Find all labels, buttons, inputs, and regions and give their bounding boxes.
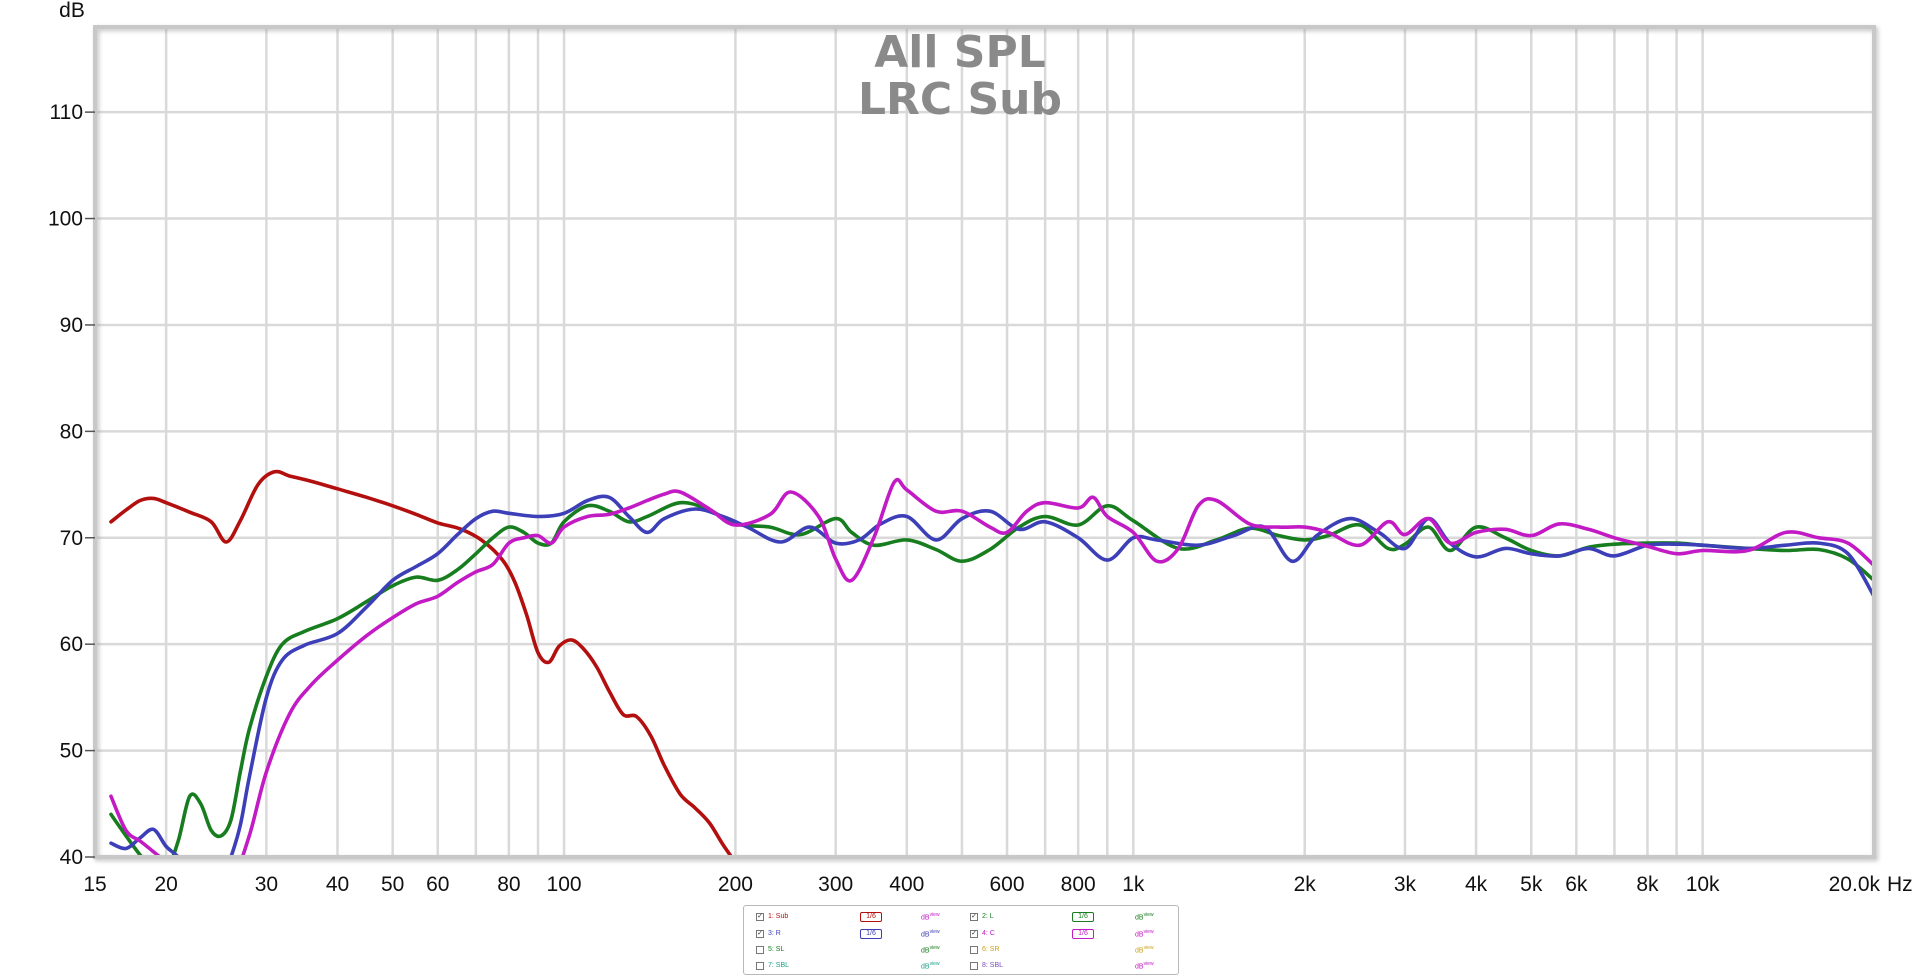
legend-label: 7: SBL — [768, 962, 790, 969]
legend-item-5-sl[interactable]: 5: SL — [756, 942, 784, 957]
legend-db-label: dB — [1135, 914, 1144, 922]
x-tick-label: 300 — [818, 873, 853, 896]
x-tick-label: 800 — [1061, 873, 1096, 896]
x-tick-label: 50 — [381, 873, 404, 896]
legend-label: 3: R — [768, 930, 781, 937]
legend-label: 6: SR — [982, 946, 1000, 953]
x-tick-label: 200 — [718, 873, 753, 896]
series-line-3-r — [109, 494, 1874, 857]
legend-db-view-button[interactable]: dBview — [921, 961, 940, 970]
x-tick-label: 10k — [1686, 873, 1720, 896]
legend-db-view-button[interactable]: dBview — [1135, 912, 1154, 921]
legend-smoothing-button[interactable]: 1/6 — [1072, 929, 1094, 939]
x-tick-label: 6k — [1565, 873, 1588, 896]
legend-item-3-r[interactable]: ✓ 3: R — [756, 926, 781, 941]
plot-area — [95, 27, 1874, 857]
legend-db-sub-label: view — [929, 912, 940, 918]
x-tick-label: 5k — [1520, 873, 1543, 896]
x-tick-label: 20.0k — [1829, 873, 1881, 896]
legend-db-label: dB — [921, 914, 930, 922]
series-line-2-l — [109, 500, 1874, 857]
legend-item-8-sbl[interactable]: 8: SBL — [970, 958, 1003, 973]
legend-item-2-l[interactable]: ✓ 2: L — [970, 909, 994, 924]
legend-label: 8: SBL — [982, 962, 1004, 969]
legend-db-label: dB — [921, 963, 930, 971]
series-line-4-c — [109, 477, 1874, 857]
grid-lines — [93, 27, 1876, 859]
legend-db-view-button[interactable]: dBview — [1135, 961, 1154, 970]
legend-checkbox[interactable] — [756, 961, 764, 970]
x-tick-label: 60 — [426, 873, 449, 896]
legend-checkbox[interactable] — [756, 945, 764, 954]
legend-checkbox[interactable]: ✓ — [756, 912, 764, 921]
legend-db-label: dB — [1135, 931, 1144, 939]
x-tick-label: 15 — [83, 873, 106, 896]
x-tick-label: 80 — [497, 873, 520, 896]
legend-smoothing-button[interactable]: 1/6 — [1072, 912, 1094, 922]
legend-db-label: dB — [1135, 947, 1144, 955]
plot-frame — [93, 25, 1876, 859]
legend-item-7-sbl[interactable]: 7: SBL — [756, 958, 789, 973]
legend-item-1-sub[interactable]: ✓ 1: Sub — [756, 909, 788, 924]
legend-db-view-button[interactable]: dBview — [921, 929, 940, 938]
legend-db-view-button[interactable]: dBview — [1135, 929, 1154, 938]
chart-subtitle: LRC Sub — [858, 74, 1062, 125]
y-tick-label: 90 — [60, 314, 83, 337]
legend-item-4-c[interactable]: ✓ 4: C — [970, 926, 995, 941]
legend-checkbox[interactable] — [970, 961, 978, 970]
legend-db-view-button[interactable]: dBview — [921, 945, 940, 954]
legend-db-view-button[interactable]: dBview — [921, 912, 940, 921]
y-tick-label: 70 — [60, 527, 83, 550]
x-tick-label: 400 — [889, 873, 924, 896]
series-line-1-sub — [109, 469, 734, 857]
legend-db-label: dB — [921, 947, 930, 955]
legend-db-view-button[interactable]: dBview — [1135, 945, 1154, 954]
legend-checkbox[interactable]: ✓ — [970, 912, 978, 921]
legend-db-sub-label: view — [929, 929, 940, 935]
legend-checkbox[interactable] — [970, 945, 978, 954]
y-axis-unit: dB — [59, 0, 85, 22]
legend-db-sub-label: view — [1143, 945, 1154, 951]
legend-panel: ✓ 1: Sub 1/6 dBview ✓ 2: L 1/6 dBview ✓ 3: R 1/6 dB… — [743, 905, 1179, 975]
series-layer — [109, 469, 1874, 857]
legend-label: 4: C — [982, 930, 995, 937]
legend-smoothing-button[interactable]: 1/6 — [860, 929, 882, 939]
x-tick-label: 600 — [990, 873, 1025, 896]
x-tick-label: 30 — [255, 873, 278, 896]
legend-db-sub-label: view — [929, 961, 940, 967]
tick-labels: 40 50 60 70 80 90 100 110 15 20 30 40 50 60 80 100 200 30… — [48, 101, 1881, 896]
y-tick-label: 110 — [50, 101, 83, 124]
legend-checkbox[interactable]: ✓ — [756, 929, 764, 938]
x-tick-label: 4k — [1465, 873, 1488, 896]
legend-label: 1: Sub — [768, 913, 789, 920]
y-tick-label: 60 — [60, 633, 83, 656]
legend-label: 2: L — [982, 913, 994, 920]
y-tick-label: 100 — [48, 208, 83, 231]
legend-db-sub-label: view — [1143, 912, 1154, 918]
x-axis-unit: Hz — [1887, 873, 1913, 896]
x-tick-label: 100 — [547, 873, 582, 896]
legend-db-sub-label: view — [929, 945, 940, 951]
legend-db-sub-label: view — [1143, 961, 1154, 967]
x-tick-label: 20 — [154, 873, 177, 896]
y-tick-label: 50 — [60, 740, 83, 763]
legend-db-sub-label: view — [1143, 929, 1154, 935]
chart-title: All SPL — [874, 27, 1046, 78]
legend-item-6-sr[interactable]: 6: SR — [970, 942, 1000, 957]
legend-db-label: dB — [921, 931, 930, 939]
x-tick-label: 8k — [1636, 873, 1659, 896]
y-tick-label: 80 — [60, 420, 83, 443]
legend-smoothing-button[interactable]: 1/6 — [860, 912, 882, 922]
legend-db-label: dB — [1135, 963, 1144, 971]
spl-chart: 40 50 60 70 80 90 100 110 15 20 30 40 50 60 80 100 200 30… — [48, 0, 1913, 896]
y-tick-label: 40 — [60, 846, 83, 869]
legend-checkbox[interactable]: ✓ — [970, 929, 978, 938]
x-tick-label: 40 — [326, 873, 349, 896]
x-tick-label: 1k — [1122, 873, 1145, 896]
legend-label: 5: SL — [768, 946, 785, 953]
x-tick-label: 2k — [1294, 873, 1317, 896]
x-tick-label: 3k — [1394, 873, 1417, 896]
